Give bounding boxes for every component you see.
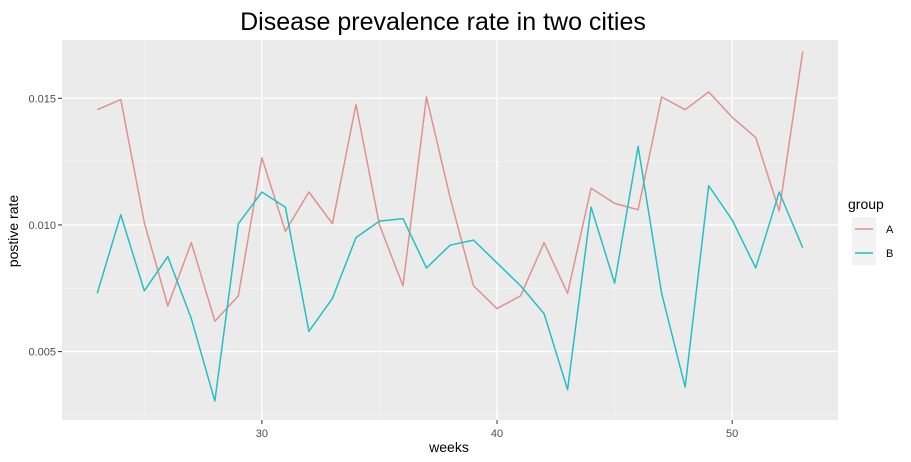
series-lines <box>96 51 804 402</box>
x-tick-label: 30 <box>256 428 268 440</box>
x-axis: 30 40 50 <box>256 420 738 440</box>
series-line-A <box>96 51 804 322</box>
legend-label-A: A <box>886 224 894 236</box>
y-axis: 0.005 0.010 0.015 <box>28 93 62 359</box>
legend: group AB <box>848 196 894 265</box>
y-tick-label: 0.005 <box>28 347 56 359</box>
x-axis-title: weeks <box>428 439 469 455</box>
legend-title: group <box>848 196 884 212</box>
legend-label-B: B <box>886 248 893 260</box>
minor-grid <box>62 40 838 420</box>
y-tick-label: 0.010 <box>28 220 56 232</box>
major-grid <box>62 40 838 420</box>
chart-title: Disease prevalence rate in two cities <box>240 8 646 36</box>
y-axis-title: postive rate <box>5 195 21 268</box>
y-tick-label: 0.015 <box>28 93 56 105</box>
x-tick-label: 40 <box>491 428 503 440</box>
plot-panel <box>62 40 838 420</box>
series-line-B <box>96 145 804 402</box>
x-tick-label: 50 <box>726 428 738 440</box>
